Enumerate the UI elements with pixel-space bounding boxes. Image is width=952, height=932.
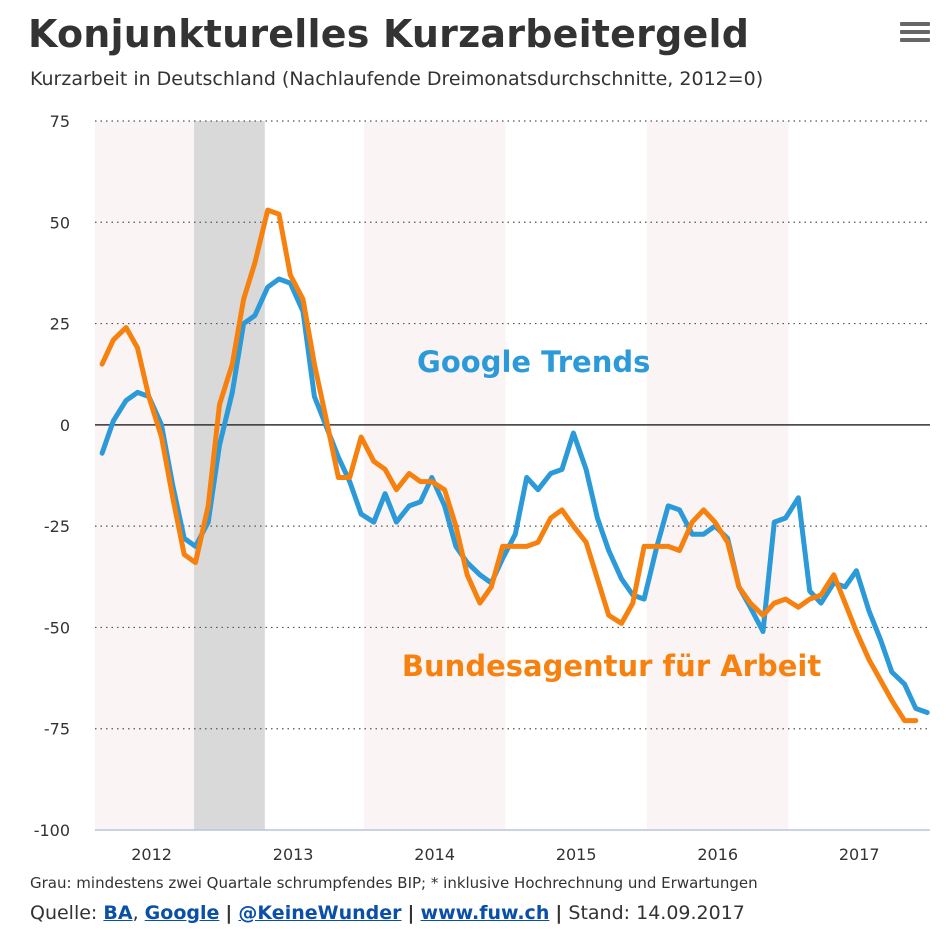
source-prefix: Quelle: [30,902,98,924]
y-tick-label: -75 [44,720,70,739]
y-tick-label: 75 [50,112,70,131]
y-axis: 75 50 25 0 -25 -50 -75 -100 [34,112,70,840]
x-tick-label: 2016 [697,845,738,864]
x-tick-label: 2012 [131,845,172,864]
recession-band [194,121,265,830]
chart-title: Konjunkturelles Kurzarbeitergeld [28,12,750,56]
y-tick-label: 0 [60,416,70,435]
annotation-google: Google Trends [417,345,650,379]
gridlines [95,120,930,831]
y-tick-label: 50 [50,213,70,232]
source-line: Quelle: BA, Google | @KeineWunder | www.… [30,902,745,924]
footnote: Grau: mindestens zwei Quartale schrumpfe… [30,874,758,892]
source-link-fuw[interactable]: www.fuw.ch [420,902,550,924]
series-annotations: Google Trends Bundesagentur für Arbeit [402,345,821,683]
y-tick-label: -50 [44,618,70,637]
recession-band [194,121,265,830]
year-band-1 [363,121,506,830]
y-tick-label: -100 [34,821,70,840]
y-tick-label: -25 [44,517,70,536]
series-line-google [99,276,930,715]
x-axis: 2012 2013 2014 2015 2016 2017 [131,845,879,864]
series-lines [99,207,930,724]
x-tick-label: 2013 [273,845,314,864]
chart-subtitle: Kurzarbeit in Deutschland (Nachlaufende … [30,68,764,90]
stand-date: Stand: 14.09.2017 [568,902,745,924]
source-link-ba[interactable]: BA [103,902,133,924]
x-tick-label: 2017 [839,845,880,864]
source-link-google[interactable]: Google [144,902,220,924]
y-tick-label: 25 [50,315,70,334]
x-tick-label: 2014 [414,845,455,864]
series-line-ba [99,207,919,724]
x-tick-label: 2015 [556,845,597,864]
source-link-twitter[interactable]: @KeineWunder [238,902,402,924]
hamburger-menu-icon[interactable] [900,22,930,48]
year-band-2 [646,121,789,830]
annotation-ba: Bundesagentur für Arbeit [402,649,821,683]
